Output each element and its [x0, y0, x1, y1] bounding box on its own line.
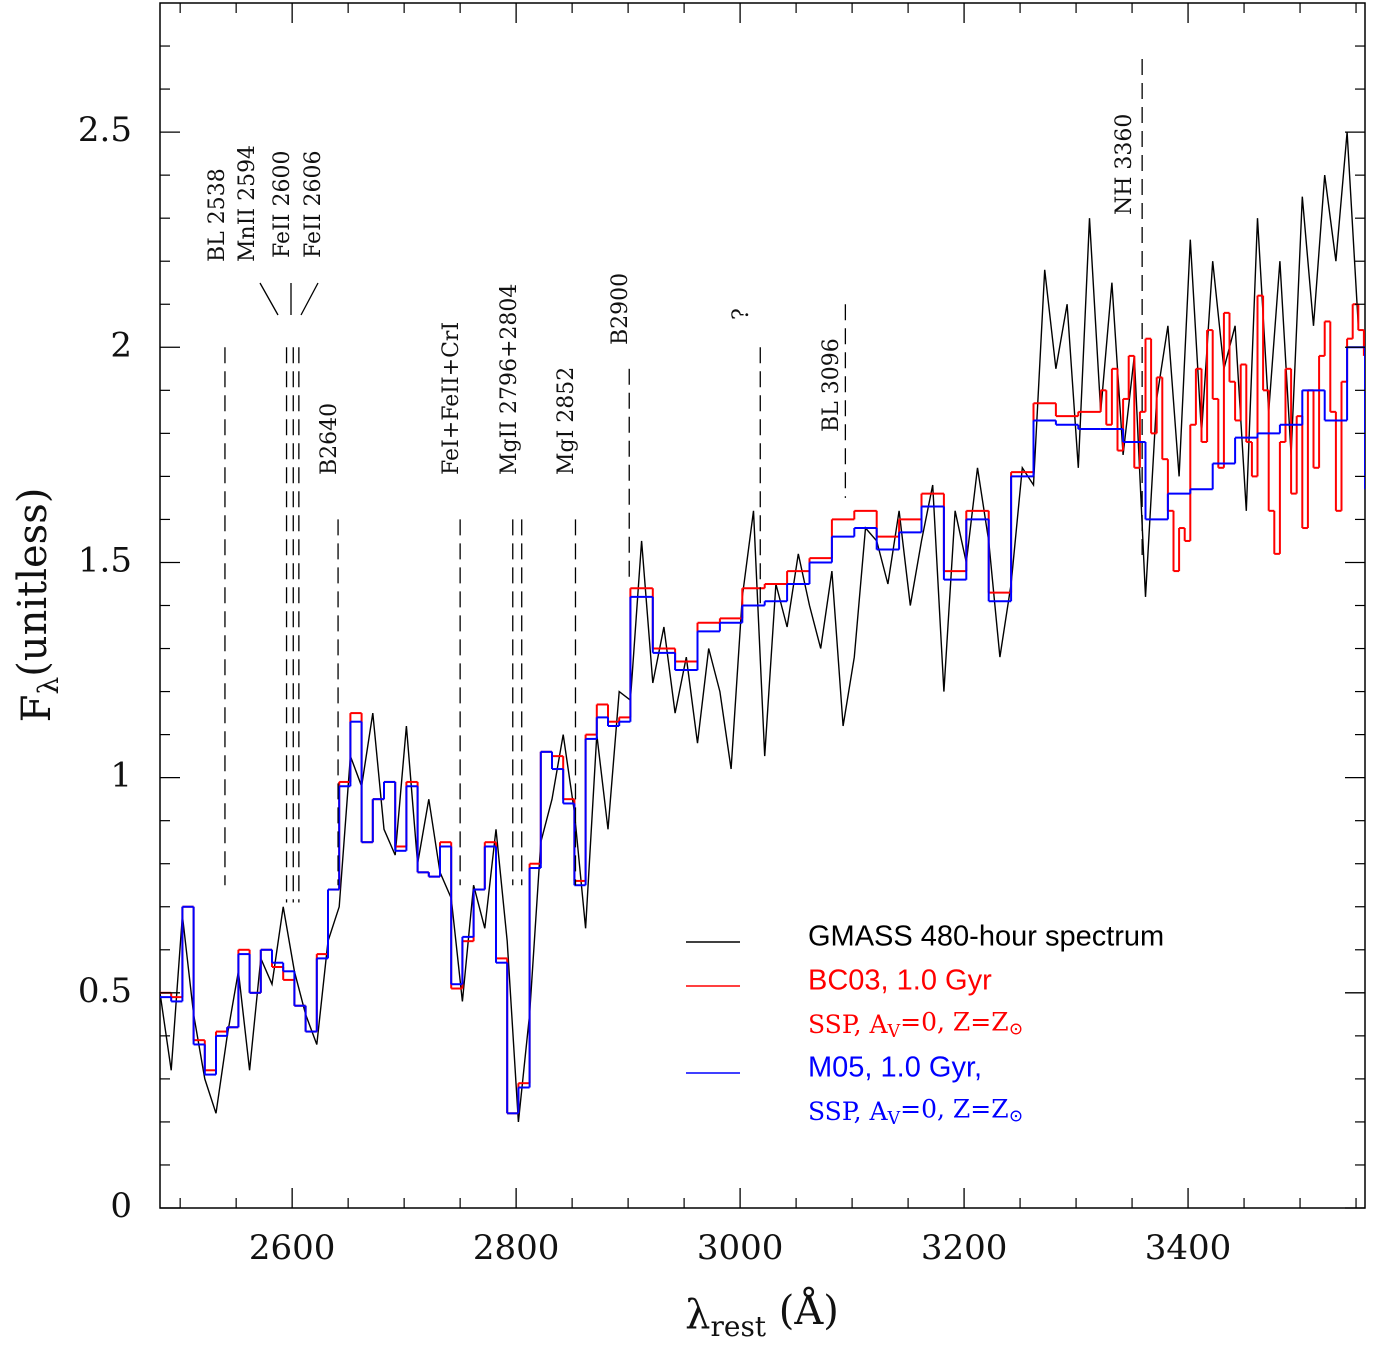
annotation-connector: [300, 282, 319, 316]
annotation-label: MgI 2852: [554, 367, 579, 475]
x-tick-label: 3000: [697, 1228, 784, 1268]
legend-note-part: =0, Z=Z: [900, 1007, 1008, 1036]
x-tick-label: 2800: [473, 1228, 560, 1268]
x-tick-label: 3400: [1145, 1228, 1232, 1268]
y-tick-label: 1.5: [78, 540, 132, 580]
legend-note-part: SSP, A: [808, 1010, 888, 1039]
x-axis-label: λrest (Å): [685, 1287, 839, 1343]
annotation-connector: [259, 282, 279, 316]
x-tick-label: 2600: [249, 1228, 336, 1268]
annotation-label: B2900: [608, 273, 633, 345]
legend-note: SSP, AV=0, Z=Z⊙: [808, 1094, 1023, 1129]
x-axis-label-sub: rest: [710, 1309, 766, 1342]
y-axis-label-part: F: [14, 695, 60, 723]
annotation-label: NH 3360: [1112, 114, 1137, 215]
annotation-label: MgII 2796+2804: [497, 284, 522, 475]
annotation-label: FeII 2600: [270, 151, 295, 258]
annotation-label: FeI+FeII+CrI: [439, 322, 464, 475]
legend-note: SSP, AV=0, Z=Z⊙: [808, 1007, 1023, 1042]
y-tick-label: 1: [110, 756, 132, 796]
annotation-label: BL 3096: [819, 338, 844, 432]
y-tick-label: 0: [110, 1186, 132, 1226]
legend-note-sub: ⊙: [1009, 1106, 1024, 1126]
y-axis-label: Fλ(unitless): [10, 488, 65, 723]
spectrum-line: [160, 132, 1359, 1122]
annotation-label: ?: [729, 308, 754, 320]
legend-label: GMASS 480-hour spectrum: [808, 921, 1164, 953]
legend-note-sub: ⊙: [1009, 1019, 1024, 1039]
y-tick-label: 0.5: [78, 971, 132, 1011]
y-axis-label-sub: λ: [31, 677, 64, 695]
annotation-label: BL 2538: [205, 168, 230, 262]
legend-label: BC03, 1.0 Gyr: [808, 965, 992, 997]
legend-note-sub: V: [887, 1022, 901, 1042]
plot-area: [160, 132, 1365, 1122]
annotation-label: MnII 2594: [235, 145, 260, 262]
x-axis-label-part: (Å): [766, 1287, 839, 1334]
legend-note-part: =0, Z=Z: [900, 1094, 1008, 1123]
x-axis-label-part: λ: [685, 1292, 710, 1338]
legend-note-sub: V: [887, 1109, 901, 1129]
annotation-label: B2640: [317, 403, 342, 475]
legend-note-part: SSP, A: [808, 1097, 888, 1126]
step-riser: [170, 347, 1365, 1114]
annotation-label: FeII 2606: [301, 151, 326, 258]
y-tick-label: 2.5: [78, 110, 132, 150]
y-axis-label-part: (unitless): [10, 488, 56, 677]
y-tick-label: 2: [110, 325, 132, 365]
legend-label: M05, 1.0 Gyr,: [808, 1052, 982, 1084]
x-tick-label: 3200: [921, 1228, 1008, 1268]
